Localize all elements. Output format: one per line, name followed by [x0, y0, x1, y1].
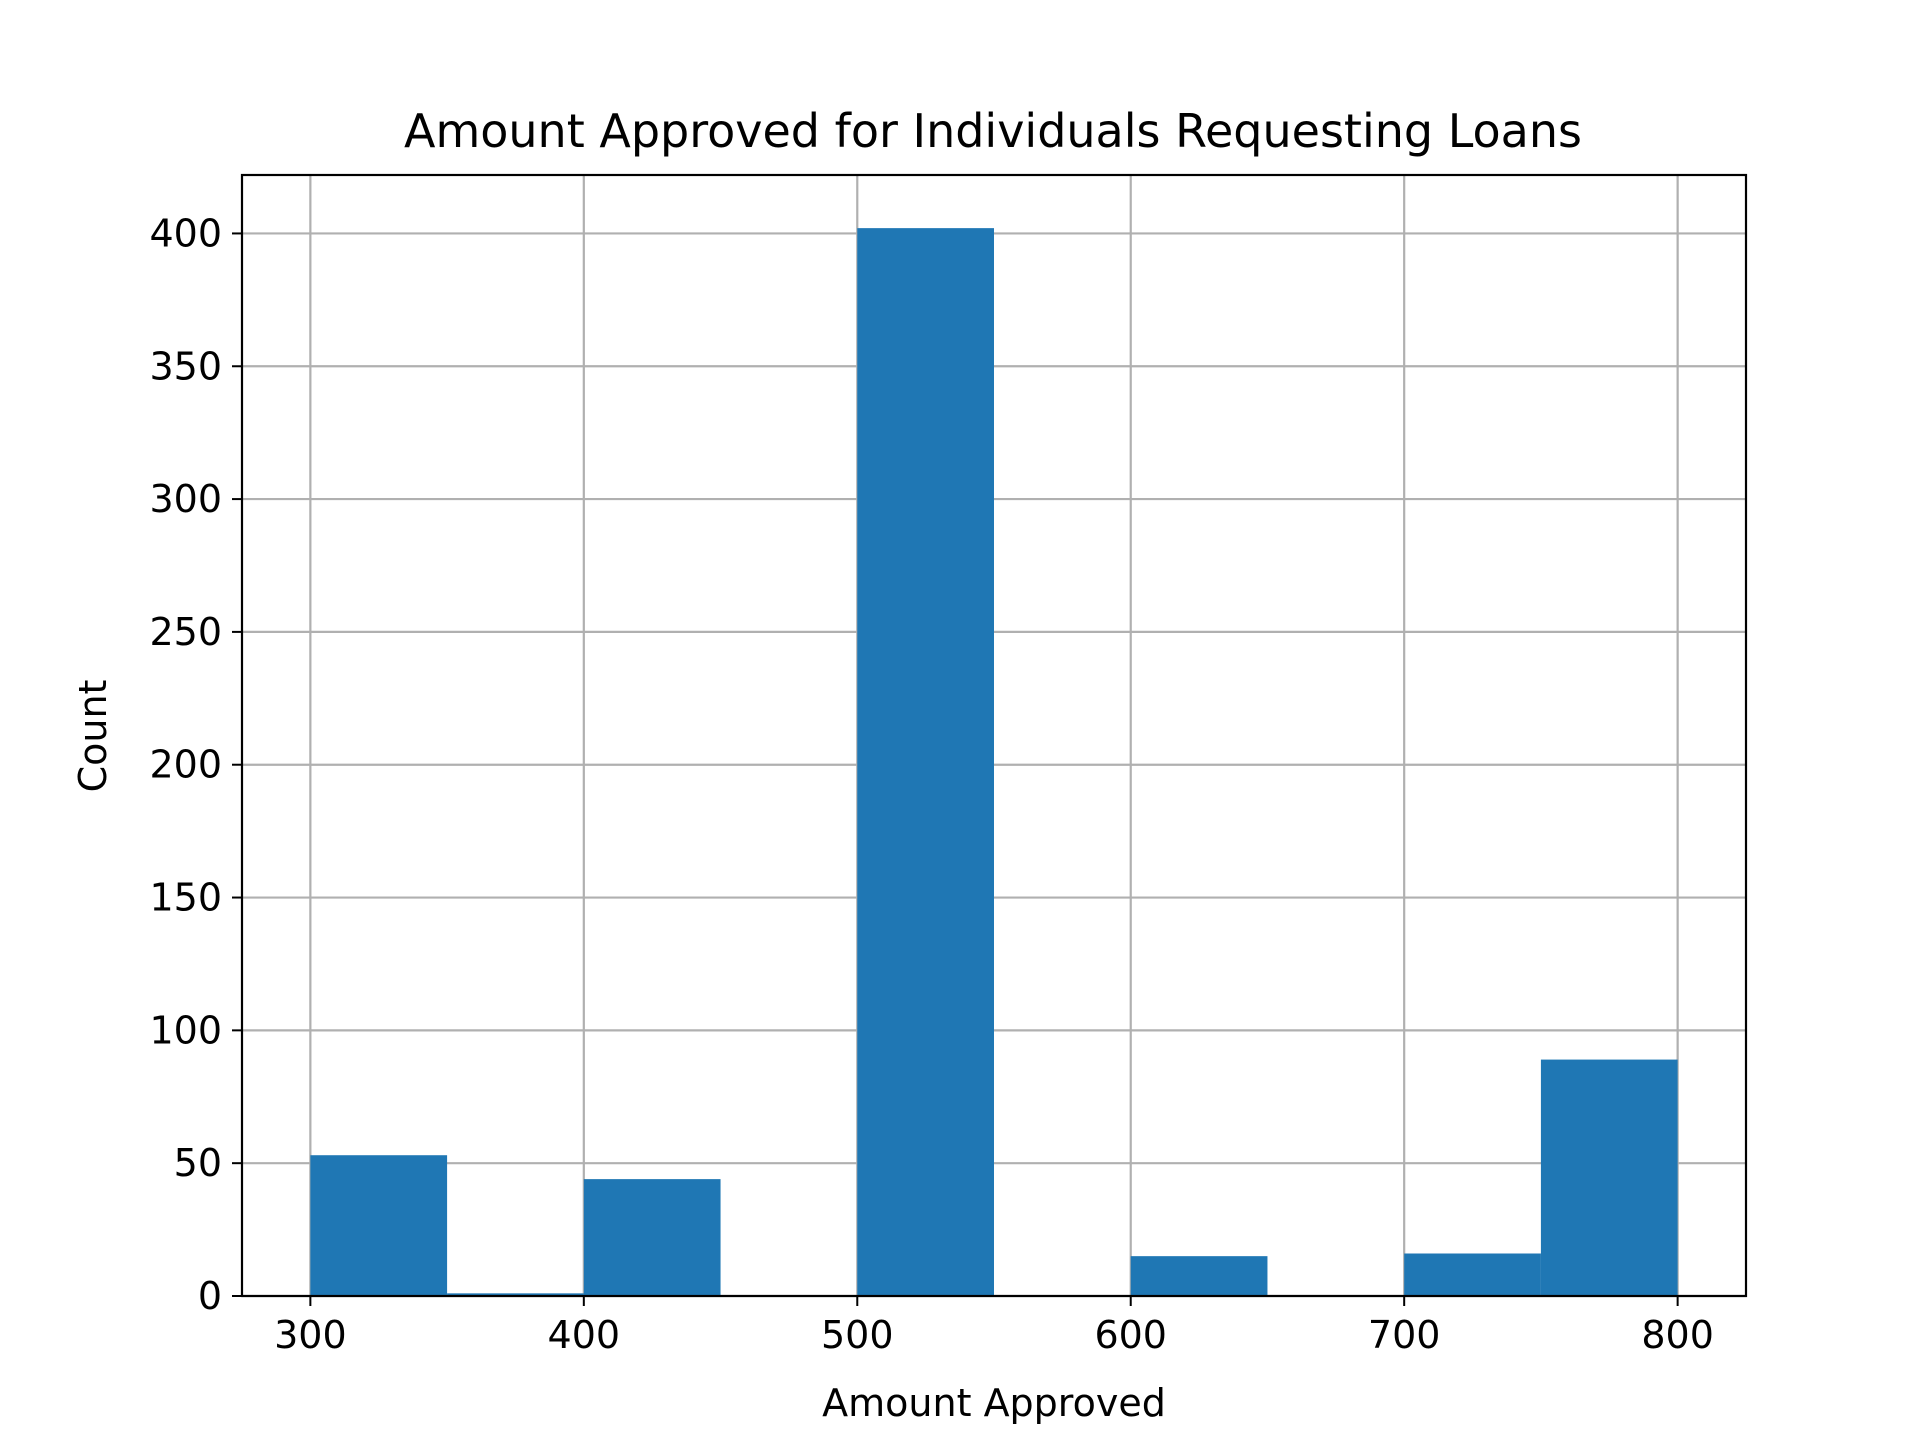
- x-tick-label: 300: [274, 1313, 347, 1357]
- x-tick-label: 700: [1368, 1313, 1441, 1357]
- x-tick-label: 800: [1641, 1313, 1714, 1357]
- histogram-bar: [857, 228, 994, 1297]
- histogram-bar: [583, 1179, 721, 1296]
- x-tick-label: 600: [1094, 1313, 1167, 1357]
- histogram-bars: [310, 228, 1678, 1297]
- x-tick-label: 400: [548, 1313, 621, 1357]
- y-tick-label: 150: [149, 876, 222, 920]
- y-tick-label: 200: [149, 743, 222, 787]
- y-tick-label: 100: [149, 1008, 222, 1052]
- y-tick-label: 250: [149, 610, 222, 654]
- axes-frame: [240, 173, 1748, 1298]
- histogram-bar: [447, 1293, 584, 1296]
- x-axis-label: Amount Approved: [822, 1381, 1166, 1425]
- histogram-bar: [1130, 1256, 1268, 1296]
- y-tick-label: 0: [198, 1274, 222, 1318]
- y-tick-label: 50: [174, 1141, 222, 1185]
- y-tick-label: 400: [149, 211, 222, 255]
- x-axis-ticks: 300 400 500 600 700 800: [274, 1296, 1714, 1357]
- histogram-bar: [1404, 1253, 1541, 1296]
- y-axis-ticks: 0 50 100 150 200 250 300 350 400: [149, 211, 242, 1318]
- chart-title: Amount Approved for Individuals Requesti…: [404, 104, 1582, 158]
- histogram-bar: [310, 1155, 448, 1296]
- histogram-bar: [1540, 1059, 1678, 1296]
- x-tick-label: 500: [821, 1313, 894, 1357]
- y-tick-label: 350: [149, 344, 222, 388]
- y-tick-label: 300: [149, 477, 222, 521]
- y-axis-label: Count: [71, 680, 115, 793]
